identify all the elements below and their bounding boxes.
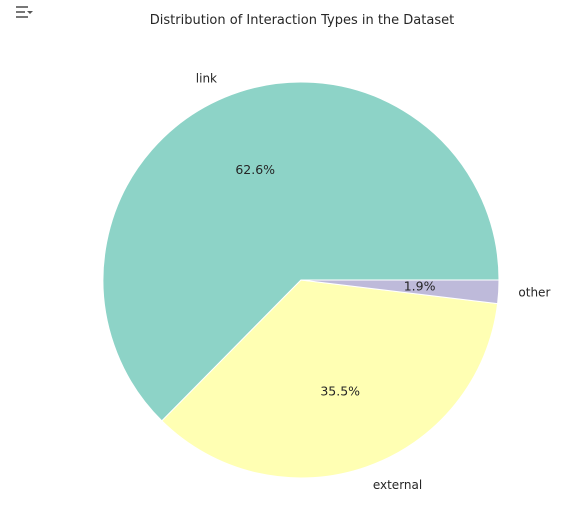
pie-slice-other <box>300 279 500 305</box>
slice-label-external: external <box>373 478 422 492</box>
slice-percent-other: 1.9% <box>404 279 436 294</box>
pie-slice-link <box>102 81 500 422</box>
pie-slice-external <box>161 279 499 479</box>
filter-menu-icon <box>16 6 33 18</box>
pie-slices <box>102 81 500 479</box>
chart-options-button[interactable] <box>12 3 36 23</box>
slice-percent-external: 35.5% <box>320 384 360 399</box>
slice-percent-link: 62.6% <box>235 162 275 177</box>
chart-title: Distribution of Interaction Types in the… <box>150 13 454 28</box>
pie-labels: link 62.6% external 35.5% other 1.9% <box>196 72 551 493</box>
slice-label-link: link <box>196 72 217 86</box>
slice-label-other: other <box>518 285 550 299</box>
